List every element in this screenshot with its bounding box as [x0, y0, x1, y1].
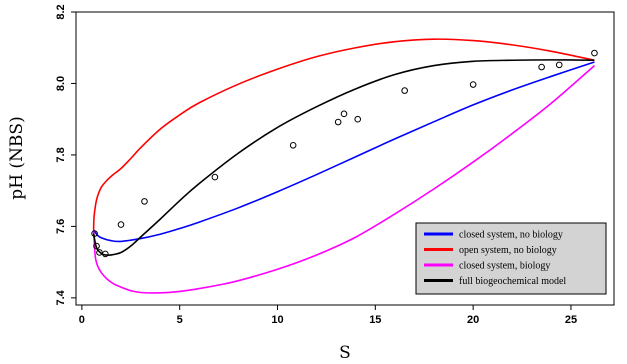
data-point	[93, 242, 100, 250]
points-layer	[91, 49, 598, 258]
x-tick-label: 20	[467, 314, 479, 326]
legend: closed system, no biology open system, no…	[415, 222, 607, 295]
y-tick-label: 7.4	[55, 289, 67, 305]
x-tick-label: 25	[565, 314, 577, 326]
legend-label-2: closed system, biology	[459, 261, 550, 272]
data-point	[591, 49, 598, 57]
data-point	[141, 198, 148, 205]
x-axis: 0 5 10 15 20 25	[79, 305, 577, 326]
x-tick-label: 5	[177, 314, 183, 326]
data-point	[334, 118, 342, 126]
legend-label-3: full biogeochemical model	[459, 276, 566, 287]
series-line-3	[92, 59, 595, 257]
y-axis-title: pH (NBS)	[7, 116, 27, 199]
y-tick-label: 7.8	[55, 147, 67, 162]
x-tick-label: 15	[369, 314, 381, 326]
y-tick-label: 8.2	[55, 4, 67, 19]
series-line-2	[92, 64, 595, 294]
data-point	[96, 249, 103, 256]
x-axis-title: S	[339, 343, 351, 363]
data-point	[354, 115, 362, 123]
legend-label-0: closed system, no biology	[459, 230, 563, 241]
data-point	[401, 87, 408, 94]
x-tick-label: 0	[79, 314, 85, 326]
data-point	[102, 250, 109, 258]
data-point	[91, 230, 98, 237]
data-point	[469, 81, 477, 88]
data-point	[555, 61, 563, 69]
series-layer	[92, 38, 595, 294]
data-point	[340, 110, 348, 118]
series-line-1	[92, 38, 595, 230]
data-point	[538, 63, 545, 71]
x-tick-label: 10	[271, 314, 283, 326]
y-tick-label: 7.6	[55, 219, 67, 234]
data-point	[117, 221, 125, 228]
data-point	[289, 141, 297, 149]
y-axis: 7.4 7.6 7.8 8.0 8.2	[55, 4, 76, 306]
plot-border	[75, 11, 615, 306]
data-point	[211, 173, 219, 181]
series-line-0	[92, 61, 595, 243]
legend-label-1: open system, no biology	[459, 245, 557, 256]
y-tick-label: 8.0	[55, 76, 67, 91]
